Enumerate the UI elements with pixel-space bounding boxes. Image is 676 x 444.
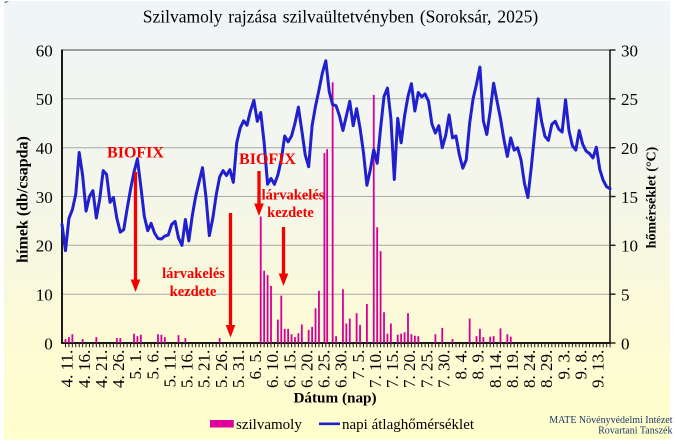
svg-text:25: 25 xyxy=(621,90,638,109)
svg-text:4. 21.: 4. 21. xyxy=(92,350,111,388)
svg-text:20: 20 xyxy=(621,139,638,158)
svg-text:15: 15 xyxy=(621,188,638,207)
svg-text:9. 8.: 9. 8. xyxy=(571,350,590,380)
svg-text:7. 15.: 7. 15. xyxy=(383,350,402,388)
svg-text:5. 31.: 5. 31. xyxy=(229,350,248,388)
svg-text:5. 16.: 5. 16. xyxy=(178,350,197,388)
svg-text:hímek (db/csapda): hímek (db/csapda) xyxy=(15,136,32,263)
svg-text:5. 26.: 5. 26. xyxy=(212,350,231,388)
svg-text:9. 13.: 9. 13. xyxy=(589,350,608,388)
svg-text:7. 10.: 7. 10. xyxy=(366,350,385,388)
svg-text:kezdete: kezdete xyxy=(267,205,314,221)
svg-text:50: 50 xyxy=(36,90,53,109)
svg-text:7. 5.: 7. 5. xyxy=(349,350,368,380)
svg-text:8. 14.: 8. 14. xyxy=(486,350,505,388)
svg-text:6. 25.: 6. 25. xyxy=(315,350,334,388)
svg-text:BIOFIX: BIOFIX xyxy=(239,151,296,168)
svg-text:40: 40 xyxy=(36,139,53,158)
svg-text:7. 30.: 7. 30. xyxy=(434,350,453,388)
svg-text:20: 20 xyxy=(36,237,53,256)
svg-text:8. 4.: 8. 4. xyxy=(452,350,471,380)
svg-text:BIOFIX: BIOFIX xyxy=(107,145,164,162)
svg-text:MATE Növényvédelmi Intézet: MATE Növényvédelmi Intézet xyxy=(549,415,673,426)
svg-text:5. 11.: 5. 11. xyxy=(160,350,179,388)
svg-text:8. 9.: 8. 9. xyxy=(469,350,488,380)
svg-text:hőmérséklet (°C): hőmérséklet (°C) xyxy=(645,146,660,248)
svg-text:10: 10 xyxy=(36,286,53,305)
svg-text:Szilvamoly rajzása szilvaültet: Szilvamoly rajzása szilvaültetvényben (S… xyxy=(143,6,539,26)
svg-text:napi átlaghőmérséklet: napi átlaghőmérséklet xyxy=(342,417,475,433)
svg-text:9. 3.: 9. 3. xyxy=(554,350,573,380)
svg-text:7. 25.: 7. 25. xyxy=(417,350,436,388)
svg-text:6. 30.: 6. 30. xyxy=(332,350,351,388)
svg-text:8. 29.: 8. 29. xyxy=(537,350,556,388)
svg-text:0: 0 xyxy=(621,334,630,353)
svg-text:5: 5 xyxy=(621,286,630,305)
svg-text:30: 30 xyxy=(621,41,638,60)
svg-text:4. 26.: 4. 26. xyxy=(109,350,128,388)
svg-text:lárvakelés: lárvakelés xyxy=(162,266,225,282)
svg-text:kezdete: kezdete xyxy=(170,284,217,300)
svg-text:8. 19.: 8. 19. xyxy=(503,350,522,388)
svg-text:7. 20.: 7. 20. xyxy=(400,350,419,388)
svg-text:8. 24.: 8. 24. xyxy=(520,350,539,388)
svg-text:6. 10.: 6. 10. xyxy=(263,350,282,388)
svg-text:4. 16.: 4. 16. xyxy=(75,350,94,388)
svg-text:6. 15.: 6. 15. xyxy=(280,350,299,388)
svg-text:30: 30 xyxy=(36,188,53,207)
svg-text:lárvakelés: lárvakelés xyxy=(262,188,325,204)
svg-text:4. 11.: 4. 11. xyxy=(58,350,77,388)
svg-text:szilvamoly: szilvamoly xyxy=(236,417,302,433)
svg-text:5. 21.: 5. 21. xyxy=(195,350,214,388)
svg-text:5. 1.: 5. 1. xyxy=(126,350,145,380)
svg-text:6. 20.: 6. 20. xyxy=(297,350,316,388)
svg-text:6. 5.: 6. 5. xyxy=(246,350,265,380)
svg-text:Rovartani Tanszék: Rovartani Tanszék xyxy=(598,426,672,437)
svg-text:0: 0 xyxy=(44,334,53,353)
svg-text:10: 10 xyxy=(621,237,638,256)
svg-text:60: 60 xyxy=(36,41,53,60)
svg-text:5. 6.: 5. 6. xyxy=(143,350,162,380)
svg-text:Dátum (nap): Dátum (nap) xyxy=(293,390,376,407)
